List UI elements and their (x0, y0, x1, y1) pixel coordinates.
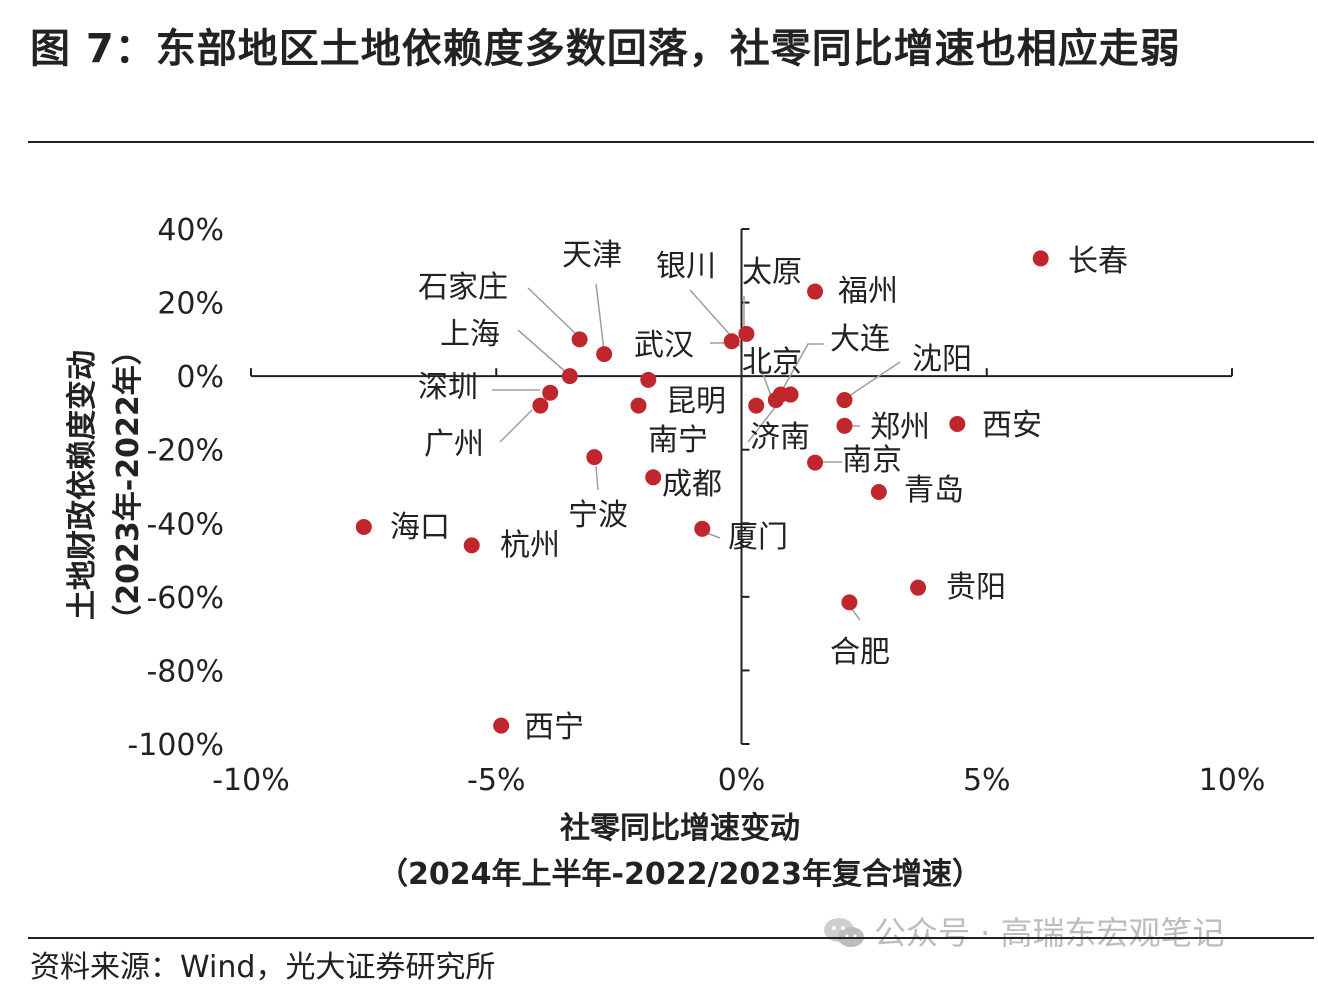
point-label: 合肥 (830, 635, 890, 670)
x-tick-label: 0% (718, 763, 766, 798)
source-note: 资料来源：Wind，光大证券研究所 (30, 950, 496, 985)
data-point (723, 333, 740, 350)
bottom-rule (28, 937, 1314, 939)
point-label: 武汉 (634, 328, 694, 363)
point-label: 青岛 (904, 473, 964, 508)
leader-line (517, 329, 569, 375)
point-label: 西安 (982, 408, 1042, 443)
x-axis-subtitle: （2024年上半年-2022/2023年复合增速） (378, 857, 982, 892)
point-label: 成都 (662, 467, 722, 502)
x-tick-label: 5% (963, 763, 1011, 798)
y-axis-title: 土地财政依赖度变动 (65, 350, 100, 620)
point-label: 宁波 (568, 498, 628, 533)
data-point (836, 392, 853, 409)
point-label: 厦门 (728, 520, 788, 555)
data-point (949, 415, 966, 432)
data-point (542, 384, 559, 401)
point-label: 杭州 (500, 528, 560, 563)
scatter-chart: -10% -5% 0% 5% 10% 40% 20% 0% -20% -40% -60% -80% -1… (65, 213, 1265, 892)
data-point (807, 454, 824, 471)
data-point (694, 520, 711, 537)
point-label: 南京 (842, 443, 902, 478)
y-tick-label: -20% (146, 434, 224, 469)
watermark: 公众号 · 高瑞东宏观笔记 (822, 908, 1225, 954)
point-label: 海口 (390, 510, 450, 545)
axes-layer: -10% -5% 0% 5% 10% 40% 20% 0% -20% -40% -60% -80% -1… (127, 213, 1265, 798)
data-point (645, 469, 662, 486)
data-point (586, 449, 603, 466)
point-label: 天津 (562, 238, 622, 273)
watermark-text: 公众号 · 高瑞东宏观笔记 (874, 914, 1225, 952)
point-label: 上海 (440, 317, 500, 352)
data-point (532, 397, 549, 414)
y-axis-subtitle: （2023年-2022年） (111, 335, 146, 634)
data-points (355, 250, 1049, 734)
y-tick-label: -80% (146, 654, 224, 689)
figure-title: 图 7：东部地区土地依赖度多数回落，社零同比增速也相应走弱 (30, 26, 1181, 72)
data-point (782, 386, 799, 403)
leader-line (595, 283, 605, 351)
point-label: 深圳 (418, 370, 478, 405)
point-label: 南宁 (648, 423, 708, 458)
data-point (841, 594, 858, 611)
data-point (571, 331, 588, 348)
leader-line (779, 343, 824, 395)
leader-line (499, 409, 533, 443)
data-point (596, 346, 613, 363)
y-tick-label: -100% (127, 728, 224, 763)
wechat-icon (824, 918, 864, 947)
point-label: 广州 (424, 427, 484, 462)
point-label: 济南 (750, 420, 810, 455)
data-point (807, 283, 824, 300)
point-label: 昆明 (666, 384, 726, 419)
data-point (836, 417, 853, 434)
point-label: 太原 (742, 255, 802, 290)
leader-line (595, 465, 599, 491)
data-point (870, 484, 887, 501)
data-point (767, 392, 784, 409)
leader-line (845, 361, 901, 399)
data-point (463, 537, 480, 554)
data-point (748, 397, 765, 414)
point-label: 大连 (830, 322, 890, 357)
leader-line (527, 287, 579, 337)
point-label: 贵阳 (946, 570, 1006, 605)
y-tick-label: 0% (176, 360, 224, 395)
point-label: 石家庄 (418, 270, 508, 305)
data-point (910, 579, 927, 596)
data-point (561, 368, 578, 385)
point-label: 银川 (656, 249, 716, 284)
data-point (355, 518, 372, 535)
data-point (630, 397, 647, 414)
x-tick-label: -10% (212, 763, 290, 798)
x-tick-label: 10% (1199, 763, 1266, 798)
point-label: 沈阳 (912, 342, 972, 377)
y-tick-label: -40% (146, 507, 224, 542)
point-label: 长春 (1068, 244, 1128, 279)
x-tick-label: -5% (467, 763, 525, 798)
data-point (493, 717, 510, 734)
top-rule (28, 141, 1314, 143)
y-tick-label: -60% (146, 581, 224, 616)
point-label: 西宁 (524, 710, 584, 745)
data-point (738, 325, 755, 342)
point-label: 郑州 (870, 410, 930, 445)
y-tick-label: 40% (157, 213, 224, 248)
y-tick-label: 20% (157, 287, 224, 322)
point-label: 北京 (742, 345, 802, 380)
point-label: 福州 (838, 274, 898, 309)
data-point (640, 371, 657, 388)
data-point (1032, 250, 1049, 267)
x-axis-title: 社零同比增速变动 (560, 811, 800, 846)
